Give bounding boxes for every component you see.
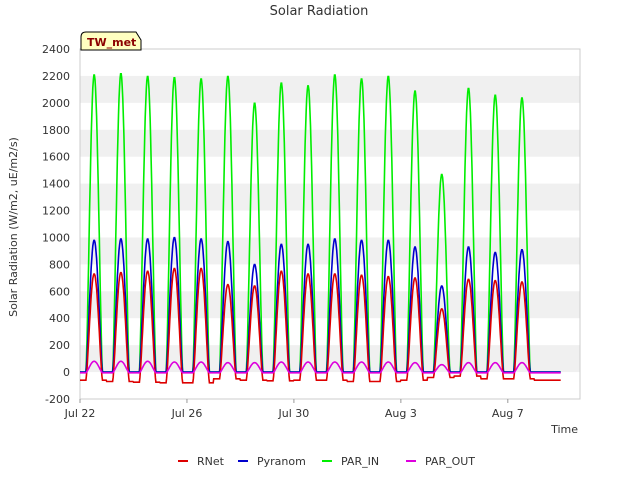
station-badge: TW_met xyxy=(80,31,142,51)
legend: RNet Pyranom PAR_IN PAR_OUT xyxy=(178,455,475,468)
x-axis-ticks: Jul 22 Jul 26 Jul 30 Aug 3 Aug 7 xyxy=(64,399,524,420)
y-tick-label: 2000 xyxy=(42,97,70,110)
y-tick-label: 2200 xyxy=(42,70,70,83)
legend-label: RNet xyxy=(197,455,225,468)
legend-label: PAR_IN xyxy=(341,455,379,468)
y-tick-label: 600 xyxy=(49,285,70,298)
legend-label: PAR_OUT xyxy=(425,455,475,468)
y-axis-ticks: -200 0 200 400 600 800 1000 1200 1400 1600 1800 200… xyxy=(42,43,70,406)
plot-frame xyxy=(79,48,581,400)
badge-label: TW_met xyxy=(87,36,136,49)
x-tick-label: Jul 26 xyxy=(171,407,203,420)
y-tick-label: 1400 xyxy=(42,178,70,191)
series-line-par-out xyxy=(80,360,561,374)
y-tick-label: 1200 xyxy=(42,205,70,218)
y-tick-label: 2400 xyxy=(42,43,70,56)
y-tick-label: 1800 xyxy=(42,124,70,137)
y-tick-label: 800 xyxy=(49,258,70,271)
y-tick-label: 1600 xyxy=(42,151,70,164)
y-tick-label: 400 xyxy=(49,312,70,325)
y-tick-label: 1000 xyxy=(42,231,70,244)
legend-label: Pyranom xyxy=(257,455,306,468)
x-tick-label: Aug 7 xyxy=(492,407,524,420)
badge-shape xyxy=(80,31,142,51)
x-axis-label: Time xyxy=(550,423,578,436)
y-tick-label: -200 xyxy=(45,393,70,406)
y-tick-label: 200 xyxy=(49,339,70,352)
grid-band xyxy=(80,75,580,103)
chart-title: Solar Radiation xyxy=(270,4,369,19)
x-tick-label: Jul 22 xyxy=(64,407,96,420)
grid-band xyxy=(80,129,580,157)
y-tick-label: 0 xyxy=(63,366,70,379)
x-tick-label: Aug 3 xyxy=(385,407,417,420)
series-line-rnet xyxy=(80,267,561,384)
y-axis-label: Solar Radiation (W/m2, uE/m2/s) xyxy=(7,137,20,317)
x-tick-label: Jul 30 xyxy=(278,407,310,420)
series-layer xyxy=(80,73,561,384)
